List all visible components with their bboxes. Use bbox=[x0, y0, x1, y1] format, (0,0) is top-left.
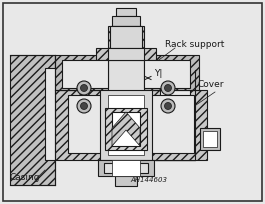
Bar bbox=[98, 160, 154, 176]
Polygon shape bbox=[10, 55, 55, 185]
Text: Y|: Y| bbox=[154, 70, 162, 79]
Text: AH144603: AH144603 bbox=[130, 177, 167, 183]
Circle shape bbox=[161, 99, 175, 113]
Bar bbox=[108, 95, 144, 155]
Text: Rack support: Rack support bbox=[165, 40, 224, 49]
Bar bbox=[108, 26, 144, 48]
Bar bbox=[62, 60, 108, 88]
Polygon shape bbox=[155, 70, 195, 160]
Circle shape bbox=[77, 81, 91, 95]
Bar bbox=[55, 55, 108, 90]
Bar bbox=[155, 70, 195, 160]
Bar bbox=[100, 90, 152, 160]
Bar bbox=[144, 60, 190, 88]
Bar bbox=[160, 78, 190, 152]
Circle shape bbox=[81, 102, 87, 110]
Text: Cover: Cover bbox=[198, 80, 224, 89]
Bar bbox=[68, 95, 194, 153]
Circle shape bbox=[165, 102, 171, 110]
Circle shape bbox=[165, 84, 171, 92]
Bar bbox=[108, 48, 144, 60]
Bar bbox=[112, 160, 140, 176]
Bar bbox=[144, 55, 199, 90]
Bar bbox=[55, 90, 207, 160]
Bar bbox=[112, 112, 140, 146]
Circle shape bbox=[77, 99, 91, 113]
Bar bbox=[105, 108, 147, 150]
Circle shape bbox=[81, 84, 87, 92]
Bar bbox=[108, 60, 144, 128]
Bar bbox=[110, 26, 142, 48]
Bar bbox=[112, 16, 140, 26]
Bar bbox=[96, 48, 156, 60]
Text: Casing: Casing bbox=[10, 173, 41, 182]
Circle shape bbox=[161, 81, 175, 95]
Bar bbox=[203, 131, 217, 147]
Bar bbox=[104, 163, 148, 173]
Bar bbox=[116, 8, 136, 16]
Polygon shape bbox=[112, 112, 140, 146]
Bar bbox=[115, 176, 137, 186]
Bar bbox=[200, 128, 220, 150]
